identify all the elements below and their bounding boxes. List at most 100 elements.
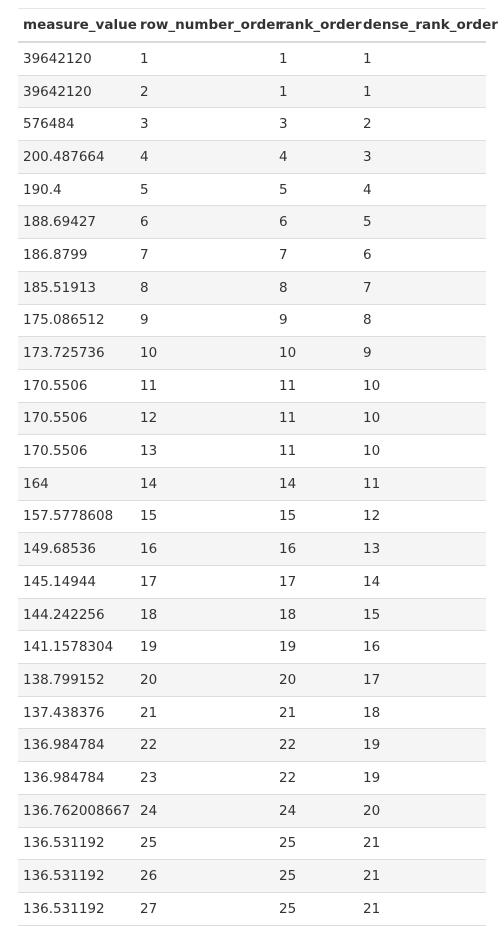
table-row: 170.5506 11 11 10	[18, 369, 486, 403]
cell-rank-order: 6	[274, 205, 358, 240]
cell-row-number-order: 8	[135, 271, 274, 305]
cell-row-number-order: 18	[135, 598, 274, 632]
table-row: 141.1578304 19 19 16	[18, 630, 486, 665]
cell-row-number-order: 7	[135, 238, 274, 272]
cell-measure-value: 136.531192	[18, 827, 135, 861]
cell-dense-rank-order: 1	[358, 75, 486, 109]
results-table-container: measure_value row_number_order rank_orde…	[18, 8, 498, 926]
cell-rank-order: 24	[274, 794, 358, 828]
cell-rank-order: 16	[274, 532, 358, 566]
table-row: 173.725736 10 10 9	[18, 336, 486, 370]
cell-measure-value: 144.242256	[18, 598, 135, 632]
cell-row-number-order: 4	[135, 140, 274, 174]
cell-measure-value: 186.8799	[18, 238, 135, 272]
cell-measure-value: 173.725736	[18, 336, 135, 370]
cell-rank-order: 5	[274, 173, 358, 207]
cell-rank-order: 15	[274, 500, 358, 534]
cell-measure-value: 39642120	[18, 42, 135, 76]
cell-measure-value: 200.487664	[18, 140, 135, 174]
cell-row-number-order: 20	[135, 663, 274, 697]
table-row: 157.5778608 15 15 12	[18, 500, 486, 534]
cell-measure-value: 185.51913	[18, 271, 135, 305]
cell-row-number-order: 21	[135, 696, 274, 730]
cell-rank-order: 20	[274, 663, 358, 697]
cell-dense-rank-order: 21	[358, 859, 486, 893]
cell-dense-rank-order: 19	[358, 728, 486, 763]
table-header: measure_value row_number_order rank_orde…	[18, 8, 498, 43]
cell-row-number-order: 14	[135, 467, 274, 501]
table-row: 170.5506 13 11 10	[18, 434, 486, 468]
cell-measure-value: 137.438376	[18, 696, 135, 730]
cell-row-number-order: 15	[135, 500, 274, 534]
cell-row-number-order: 1	[135, 42, 274, 76]
table-row: 200.487664 4 4 3	[18, 140, 486, 174]
cell-measure-value: 39642120	[18, 75, 135, 109]
cell-dense-rank-order: 17	[358, 663, 486, 697]
results-table: measure_value row_number_order rank_orde…	[18, 8, 498, 926]
cell-rank-order: 10	[274, 336, 358, 370]
cell-dense-rank-order: 5	[358, 205, 486, 240]
cell-row-number-order: 19	[135, 630, 274, 665]
cell-rank-order: 14	[274, 467, 358, 501]
cell-rank-order: 1	[274, 42, 358, 76]
cell-dense-rank-order: 10	[358, 402, 486, 436]
cell-dense-rank-order: 4	[358, 173, 486, 207]
cell-dense-rank-order: 2	[358, 107, 486, 142]
cell-rank-order: 25	[274, 892, 358, 926]
table-row: 145.14944 17 17 14	[18, 565, 486, 599]
cell-measure-value: 136.984784	[18, 761, 135, 795]
cell-rank-order: 22	[274, 761, 358, 795]
table-row: 39642120 2 1 1	[18, 75, 486, 109]
cell-dense-rank-order: 9	[358, 336, 486, 370]
cell-row-number-order: 12	[135, 402, 274, 436]
table-row: 164 14 14 11	[18, 467, 486, 501]
table-row: 190.4 5 5 4	[18, 173, 486, 207]
cell-row-number-order: 2	[135, 75, 274, 109]
table-row: 136.531192 27 25 21	[18, 892, 486, 926]
cell-row-number-order: 11	[135, 369, 274, 403]
column-header-dense-rank-order[interactable]: dense_rank_order	[358, 8, 498, 43]
table-row: 144.242256 18 18 15	[18, 598, 486, 632]
table-body: 39642120 1 1 1 39642120 2 1 1 576484 3 3 2 200.48766…	[18, 42, 486, 926]
table-row: 136.984784 22 22 19	[18, 728, 486, 763]
cell-rank-order: 9	[274, 304, 358, 338]
cell-row-number-order: 3	[135, 107, 274, 142]
column-header-measure-value[interactable]: measure_value	[18, 8, 137, 43]
table-row: 136.984784 23 22 19	[18, 761, 486, 795]
cell-row-number-order: 16	[135, 532, 274, 566]
table-row: 188.69427 6 6 5	[18, 205, 486, 240]
cell-measure-value: 149.68536	[18, 532, 135, 566]
table-row: 175.086512 9 9 8	[18, 304, 486, 338]
cell-dense-rank-order: 3	[358, 140, 486, 174]
cell-dense-rank-order: 13	[358, 532, 486, 566]
cell-rank-order: 3	[274, 107, 358, 142]
cell-measure-value: 190.4	[18, 173, 135, 207]
cell-dense-rank-order: 21	[358, 827, 486, 861]
cell-rank-order: 21	[274, 696, 358, 730]
cell-rank-order: 11	[274, 369, 358, 403]
cell-row-number-order: 10	[135, 336, 274, 370]
cell-rank-order: 17	[274, 565, 358, 599]
cell-row-number-order: 27	[135, 892, 274, 926]
cell-rank-order: 11	[274, 402, 358, 436]
cell-dense-rank-order: 10	[358, 434, 486, 468]
cell-row-number-order: 22	[135, 728, 274, 763]
column-header-rank-order[interactable]: rank_order	[274, 8, 362, 43]
cell-row-number-order: 6	[135, 205, 274, 240]
header-row: measure_value row_number_order rank_orde…	[18, 8, 498, 43]
cell-rank-order: 4	[274, 140, 358, 174]
table-row: 186.8799 7 7 6	[18, 238, 486, 272]
cell-measure-value: 170.5506	[18, 434, 135, 468]
cell-dense-rank-order: 15	[358, 598, 486, 632]
cell-measure-value: 136.984784	[18, 728, 135, 763]
cell-dense-rank-order: 20	[358, 794, 486, 828]
cell-row-number-order: 23	[135, 761, 274, 795]
cell-row-number-order: 5	[135, 173, 274, 207]
cell-rank-order: 25	[274, 827, 358, 861]
cell-rank-order: 11	[274, 434, 358, 468]
table-row: 185.51913 8 8 7	[18, 271, 486, 305]
cell-dense-rank-order: 6	[358, 238, 486, 272]
column-header-row-number-order[interactable]: row_number_order	[135, 8, 282, 43]
table-row: 39642120 1 1 1	[18, 42, 486, 76]
cell-dense-rank-order: 11	[358, 467, 486, 501]
